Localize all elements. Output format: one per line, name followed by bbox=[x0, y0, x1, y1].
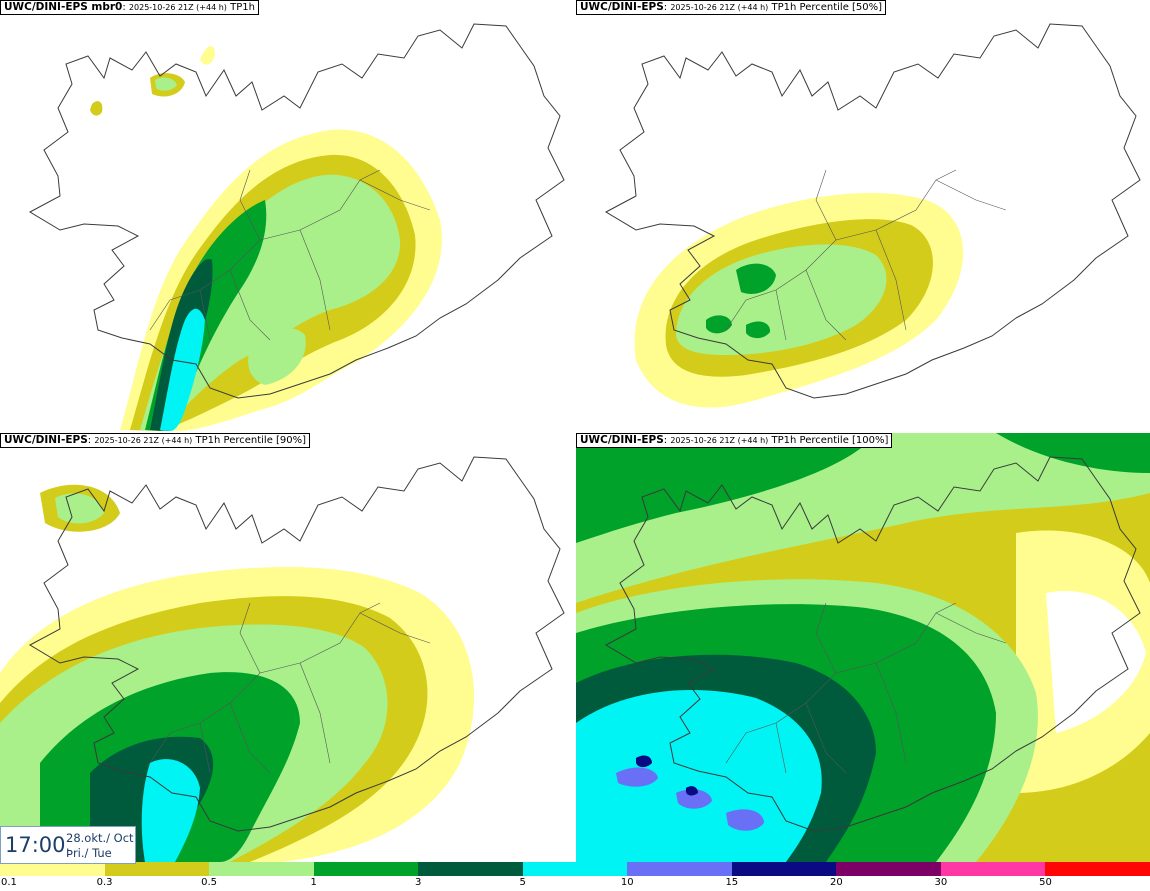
legend-label: 5 bbox=[519, 877, 526, 888]
panel-title: UWC/DINI-EPS mbr0: 2025-10-26 21Z (+44 h… bbox=[0, 0, 259, 15]
legend-swatch bbox=[940, 862, 1046, 876]
legend-label: 0.5 bbox=[201, 877, 218, 888]
legend-swatch bbox=[104, 862, 210, 876]
panel-title: UWC/DINI-EPS: 2025-10-26 21Z (+44 h) TP1… bbox=[0, 433, 311, 448]
valid-time-box: 17:00 28.okt./ Oct Þri./ Tue bbox=[0, 826, 136, 864]
legend-swatch bbox=[0, 862, 105, 876]
map-panel-p90: UWC/DINI-EPS: 2025-10-26 21Z (+44 h) TP1… bbox=[0, 433, 573, 862]
product-name: TP1h Percentile [100%] bbox=[771, 435, 889, 446]
legend-label: 3 bbox=[414, 877, 422, 888]
panel-title: UWC/DINI-EPS: 2025-10-26 21Z (+44 h) TP1… bbox=[576, 433, 893, 448]
legend-label: 10 bbox=[620, 877, 634, 888]
product-name: TP1h Percentile [50%] bbox=[771, 2, 883, 13]
map-panel-member0: UWC/DINI-EPS mbr0: 2025-10-26 21Z (+44 h… bbox=[0, 0, 573, 431]
legend-label: 1 bbox=[310, 877, 317, 888]
legend-swatch bbox=[209, 862, 314, 876]
legend-label: 50 bbox=[1039, 877, 1052, 888]
product-name: TP1h bbox=[230, 2, 255, 13]
precip-map-p100 bbox=[576, 433, 1150, 862]
model-name: UWC/DINI-EPS bbox=[580, 1, 664, 13]
legend-swatch bbox=[731, 862, 837, 876]
legend-swatch bbox=[418, 862, 523, 876]
run-time: 2025-10-26 21Z (+44 h) bbox=[128, 3, 227, 12]
legend-label: 20 bbox=[829, 877, 843, 888]
legend-swatch bbox=[1045, 862, 1150, 876]
valid-time: 17:00 bbox=[5, 833, 66, 857]
run-time: 2025-10-26 21Z (+44 h) bbox=[670, 3, 769, 12]
model-name: UWC/DINI-EPS bbox=[4, 434, 88, 446]
legend-label: 15 bbox=[725, 877, 739, 888]
precip-map-member0 bbox=[29, 23, 565, 431]
legend-swatch bbox=[522, 862, 628, 876]
legend-swatch bbox=[836, 862, 941, 876]
legend-swatch bbox=[627, 862, 732, 876]
panel-title: UWC/DINI-EPS: 2025-10-26 21Z (+44 h) TP1… bbox=[576, 0, 887, 15]
product-name: TP1h Percentile [90%] bbox=[195, 435, 307, 446]
precip-map-p90 bbox=[0, 456, 565, 862]
run-time: 2025-10-26 21Z (+44 h) bbox=[94, 436, 193, 445]
legend-colorbar bbox=[0, 862, 1150, 876]
legend-label: 0.1 bbox=[1, 877, 17, 888]
legend-swatch bbox=[313, 862, 419, 876]
map-panel-p50: UWC/DINI-EPS: 2025-10-26 21Z (+44 h) TP1… bbox=[576, 0, 1150, 431]
run-time: 2025-10-26 21Z (+44 h) bbox=[670, 436, 769, 445]
color-legend: 0.1 0.3 0.5 1 3 5 10 15 20 30 50 bbox=[0, 862, 1150, 891]
model-name: UWC/DINI-EPS mbr0 bbox=[4, 1, 123, 13]
map-panel-p100: UWC/DINI-EPS: 2025-10-26 21Z (+44 h) TP1… bbox=[576, 433, 1150, 862]
model-name: UWC/DINI-EPS bbox=[580, 434, 664, 446]
valid-weekday: Þri./ Tue bbox=[66, 846, 112, 860]
precip-map-p50 bbox=[605, 23, 1141, 408]
legend-label: 0.3 bbox=[96, 877, 113, 888]
valid-date: 28.okt./ Oct bbox=[66, 831, 134, 845]
legend-label: 30 bbox=[934, 877, 948, 888]
